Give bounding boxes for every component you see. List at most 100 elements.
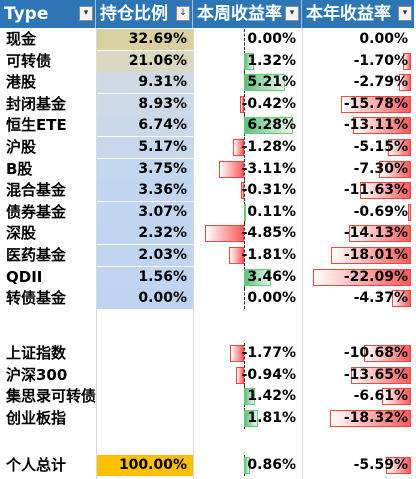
week-return-cell[interactable]: 1.42%: [193, 386, 302, 408]
year-return-cell[interactable]: -18.01%: [302, 245, 414, 266]
week-return-cell[interactable]: 0.00%: [193, 288, 302, 310]
holding-row[interactable]: 混合基金 3.36% -0.31% -11.63%: [0, 180, 416, 202]
year-return-value: -0.69%: [353, 203, 408, 220]
holding-row[interactable]: B股 3.75% -3.11% -7.30%: [0, 158, 416, 180]
week-return-cell[interactable]: -0.94%: [193, 364, 302, 386]
week-return-cell[interactable]: 6.28%: [193, 115, 302, 137]
type-cell[interactable]: 港股: [6, 73, 37, 92]
header-type[interactable]: Type ▾: [0, 0, 96, 28]
year-return-cell[interactable]: -1.70%: [302, 51, 414, 72]
weight-cell[interactable]: 3.75%: [96, 158, 193, 180]
year-return-cell[interactable]: 0.00%: [302, 29, 414, 50]
weight-cell[interactable]: 3.07%: [96, 201, 193, 223]
year-return-cell[interactable]: -2.79%: [302, 72, 414, 93]
type-cell[interactable]: 可转债: [6, 51, 52, 70]
week-return-cell[interactable]: 1.32%: [193, 50, 302, 72]
index-row[interactable]: 上证指数 -1.77% -10.68%: [0, 343, 416, 364]
type-cell[interactable]: 转债基金: [6, 289, 67, 308]
weight-cell[interactable]: 100.00%: [96, 455, 193, 476]
year-return-cell[interactable]: -18.32%: [302, 408, 414, 429]
week-return-cell[interactable]: -0.42%: [193, 93, 302, 115]
weight-cell[interactable]: 21.06%: [96, 50, 193, 72]
type-cell[interactable]: 封闭基金: [6, 94, 67, 113]
year-return-cell[interactable]: -13.11%: [302, 115, 414, 136]
weight-cell[interactable]: 2.03%: [96, 245, 193, 266]
week-return-cell[interactable]: 1.81%: [193, 407, 302, 429]
holding-row[interactable]: 恒生ETE 6.74% 6.28% -13.11%: [0, 115, 416, 137]
type-cell[interactable]: 混合基金: [6, 181, 67, 200]
weight-cell[interactable]: 0.00%: [96, 288, 193, 310]
weight-cell[interactable]: 9.31%: [96, 72, 193, 94]
week-return-cell[interactable]: 0.86%: [193, 455, 302, 476]
week-return-cell[interactable]: -0.31%: [193, 180, 302, 202]
filter-dropdown-icon[interactable]: ▾: [285, 6, 299, 21]
total-row[interactable]: 个人总计 100.00% 0.86% -5.59%: [0, 455, 416, 476]
filter-dropdown-icon[interactable]: ▾: [79, 6, 93, 21]
filter-dropdown-icon[interactable]: ▾: [398, 6, 412, 21]
year-return-cell[interactable]: -11.63%: [302, 180, 414, 201]
year-return-cell[interactable]: -10.68%: [302, 343, 414, 364]
weight-cell[interactable]: [96, 408, 193, 429]
year-return-cell[interactable]: -14.13%: [302, 223, 414, 244]
header-weight[interactable]: 持仓比例 ↓: [96, 0, 193, 28]
type-cell[interactable]: QDII: [6, 267, 43, 286]
holding-row[interactable]: 现金 32.69% 0.00% 0.00%: [0, 29, 416, 50]
index-row[interactable]: 集思录可转债等权 1.42% -6.61%: [0, 386, 416, 408]
year-return-value: -4.37%: [353, 290, 408, 307]
holding-row[interactable]: 港股 9.31% 5.21% -2.79%: [0, 72, 416, 94]
holding-row[interactable]: QDII 1.56% 3.46% -22.09%: [0, 266, 416, 288]
week-return-cell[interactable]: 3.46%: [193, 266, 302, 288]
sort-descending-icon[interactable]: ↓: [176, 6, 190, 21]
type-cell[interactable]: 医药基金: [6, 246, 67, 264]
header-week-return[interactable]: 本周收益率 ▾: [193, 0, 302, 28]
week-return-cell[interactable]: 0.00%: [193, 29, 302, 50]
type-cell[interactable]: B股: [6, 159, 33, 178]
holding-row[interactable]: 沪股 5.17% -1.28% -5.15%: [0, 137, 416, 158]
type-cell[interactable]: 创业板指: [6, 408, 67, 427]
weight-cell[interactable]: 6.74%: [96, 115, 193, 137]
week-return-cell[interactable]: 0.11%: [193, 201, 302, 223]
year-return-cell[interactable]: -5.59%: [302, 455, 414, 476]
type-cell[interactable]: 沪深300: [6, 365, 68, 384]
type-cell[interactable]: 沪股: [6, 138, 37, 156]
weight-cell[interactable]: [96, 343, 193, 364]
type-cell[interactable]: 债券基金: [6, 202, 67, 221]
type-cell[interactable]: 深股: [6, 224, 37, 243]
weight-cell[interactable]: [96, 365, 193, 386]
week-return-cell[interactable]: -1.81%: [193, 245, 302, 266]
holding-row[interactable]: 转债基金 0.00% 0.00% -4.37%: [0, 288, 416, 310]
weight-cell[interactable]: 3.36%: [96, 180, 193, 202]
weight-cell[interactable]: 1.56%: [96, 266, 193, 288]
week-return-cell[interactable]: -3.11%: [193, 158, 302, 180]
header-year-return[interactable]: 本年收益率 ▾: [302, 0, 414, 28]
week-return-cell[interactable]: 5.21%: [193, 72, 302, 94]
week-return-cell[interactable]: -4.85%: [193, 223, 302, 245]
year-return-cell[interactable]: -22.09%: [302, 267, 414, 288]
holding-row[interactable]: 债券基金 3.07% 0.11% -0.69%: [0, 201, 416, 223]
holding-row[interactable]: 封闭基金 8.93% -0.42% -15.78%: [0, 93, 416, 115]
weight-cell[interactable]: 8.93%: [96, 93, 193, 115]
year-return-cell[interactable]: -4.37%: [302, 288, 414, 309]
year-return-cell[interactable]: -15.78%: [302, 94, 414, 115]
weight-cell[interactable]: [96, 386, 193, 407]
weight-cell[interactable]: 32.69%: [96, 29, 193, 50]
weight-cell[interactable]: 2.32%: [96, 223, 193, 245]
type-cell[interactable]: 个人总计: [6, 456, 67, 474]
week-return-cell[interactable]: -1.77%: [193, 343, 302, 364]
year-return-cell[interactable]: -6.61%: [302, 386, 414, 407]
index-row[interactable]: 沪深300 -0.94% -13.65%: [0, 364, 416, 386]
year-return-cell[interactable]: -0.69%: [302, 202, 414, 223]
type-cell[interactable]: 现金: [6, 30, 37, 48]
index-row[interactable]: 创业板指 1.81% -18.32%: [0, 407, 416, 429]
year-return-cell[interactable]: -5.15%: [302, 137, 414, 158]
weight-cell[interactable]: 5.17%: [96, 137, 193, 158]
holding-row[interactable]: 医药基金 2.03% -1.81% -18.01%: [0, 245, 416, 266]
type-cell[interactable]: 上证指数: [6, 344, 67, 362]
type-cell[interactable]: 恒生ETE: [6, 116, 67, 135]
holding-row[interactable]: 深股 2.32% -4.85% -14.13%: [0, 223, 416, 245]
week-return-cell[interactable]: -1.28%: [193, 137, 302, 158]
year-return-cell[interactable]: -13.65%: [302, 365, 414, 386]
year-return-cell[interactable]: -7.30%: [302, 159, 414, 180]
type-cell[interactable]: 集思录可转债等权: [6, 387, 96, 406]
holding-row[interactable]: 可转债 21.06% 1.32% -1.70%: [0, 50, 416, 72]
